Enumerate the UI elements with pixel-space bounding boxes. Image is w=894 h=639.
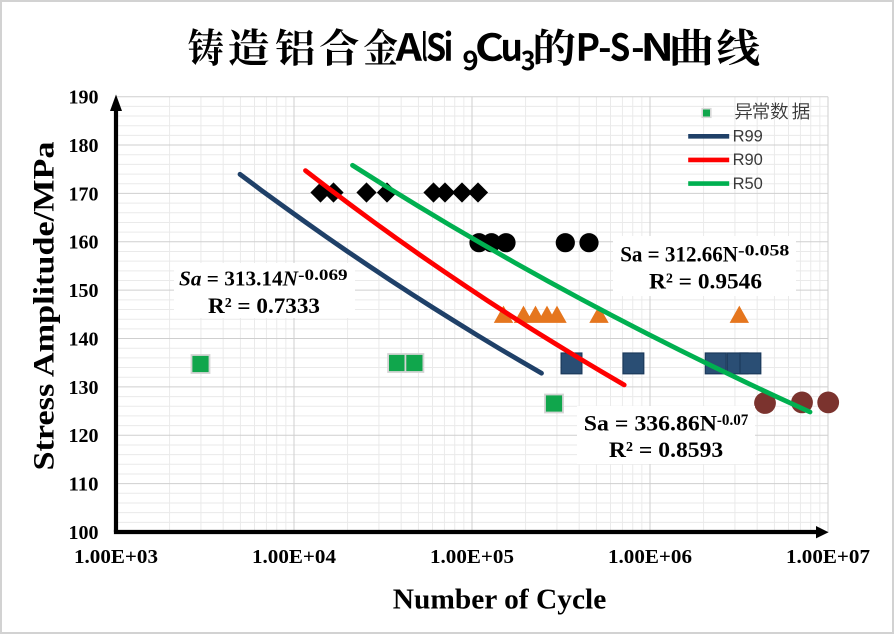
svg-text:R² = 0.8593: R² = 0.8593 <box>609 437 723 462</box>
svg-text:1.00E+03: 1.00E+03 <box>74 546 158 568</box>
svg-text:R² = 0.9546: R² = 0.9546 <box>649 269 762 294</box>
svg-text:Stress Amplitude/MPa: Stress Amplitude/MPa <box>28 141 61 470</box>
svg-text:-0.069: -0.069 <box>298 267 347 284</box>
svg-text:170: 170 <box>69 183 99 205</box>
svg-text:R90: R90 <box>733 151 763 169</box>
svg-text:Sa = 312.66N: Sa = 312.66N <box>620 241 738 266</box>
svg-text:R99: R99 <box>733 128 763 146</box>
svg-text:140: 140 <box>69 328 99 350</box>
svg-text:R² = 0.7333: R² = 0.7333 <box>208 293 320 318</box>
svg-text:120: 120 <box>69 425 99 447</box>
svg-text:150: 150 <box>69 280 99 302</box>
svg-text:130: 130 <box>69 377 99 399</box>
svg-text:-0.07: -0.07 <box>717 412 748 429</box>
svg-text:1.00E+04: 1.00E+04 <box>252 546 336 568</box>
svg-text:Sa = 313.14N: Sa = 313.14N <box>179 267 299 291</box>
svg-text:1.00E+06: 1.00E+06 <box>608 546 692 568</box>
svg-text:110: 110 <box>69 474 99 496</box>
svg-text:160: 160 <box>69 232 99 254</box>
svg-text:180: 180 <box>69 135 99 157</box>
svg-text:-0.058: -0.058 <box>738 243 789 260</box>
svg-text:Sa = 336.86N: Sa = 336.86N <box>584 411 717 436</box>
svg-text:1.00E+07: 1.00E+07 <box>786 546 870 568</box>
svg-text:100: 100 <box>69 522 99 544</box>
svg-text:R50: R50 <box>733 175 763 193</box>
svg-text:1.00E+05: 1.00E+05 <box>430 546 514 568</box>
svg-text:190: 190 <box>69 87 99 109</box>
svg-text:Number of Cycle: Number of Cycle <box>393 584 607 615</box>
